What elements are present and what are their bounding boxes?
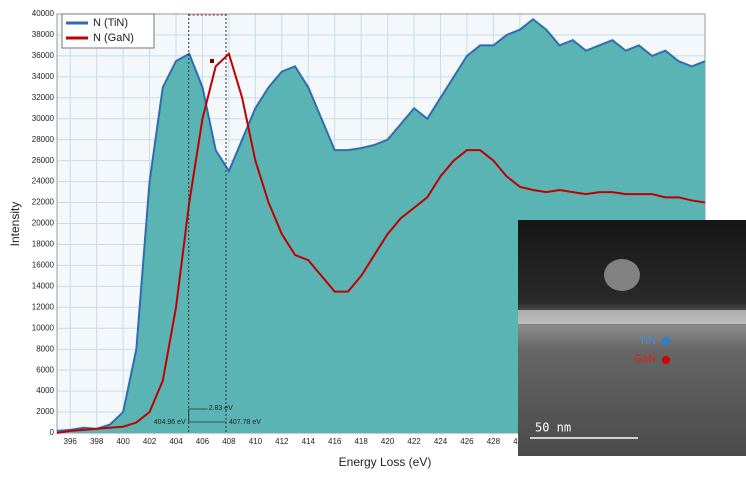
y-tick-label: 32000 (32, 93, 55, 102)
marker-label: 404.96 eV (154, 419, 186, 426)
inset-label: TiN (639, 335, 656, 347)
x-tick-label: 424 (434, 437, 448, 446)
y-tick-label: 10000 (32, 323, 55, 332)
inset-layer (518, 310, 746, 324)
y-tick-label: 0 (50, 428, 55, 437)
y-tick-label: 2000 (36, 407, 54, 416)
x-tick-label: 428 (487, 437, 501, 446)
y-tick-label: 38000 (32, 30, 55, 39)
y-tick-label: 4000 (36, 386, 54, 395)
y-tick-label: 22000 (32, 198, 55, 207)
marker-handle (210, 59, 214, 63)
y-tick-label: 24000 (32, 177, 55, 186)
x-tick-label: 418 (354, 437, 368, 446)
y-tick-label: 36000 (32, 51, 55, 60)
x-tick-label: 412 (275, 437, 289, 446)
x-tick-label: 426 (460, 437, 474, 446)
inset-particle (604, 259, 640, 291)
inset-image: TiN GaN 50 nm (518, 220, 746, 456)
y-tick-label: 8000 (36, 344, 54, 353)
inset-background (518, 220, 746, 456)
x-tick-label: 396 (64, 437, 78, 446)
x-tick-label: 404 (169, 437, 183, 446)
marker-label: 407.78 eV (229, 419, 261, 426)
legend-label: N (TiN) (93, 17, 128, 29)
x-axis-label: Energy Loss (eV) (339, 455, 432, 469)
y-tick-label: 14000 (32, 281, 55, 290)
y-tick-label: 34000 (32, 72, 55, 81)
x-tick-label: 416 (328, 437, 342, 446)
line (56, 17, 706, 432)
inset-label: GaN (633, 353, 656, 365)
y-tick-label: 26000 (32, 156, 55, 165)
y-axis-label: Intensity (8, 202, 22, 247)
scale-bar-label: 50 nm (535, 421, 571, 435)
y-tick-label: 20000 (32, 219, 55, 228)
y-tick-label: 16000 (32, 261, 55, 270)
x-tick-label: 406 (196, 437, 210, 446)
x-tick-label: 410 (249, 437, 263, 446)
x-tick-label: 414 (302, 437, 316, 446)
y-tick-label: 18000 (32, 240, 55, 249)
inset-dot (662, 356, 670, 364)
y-tick-label: 12000 (32, 302, 55, 311)
y-tick-label: 6000 (36, 365, 54, 374)
legend-box (61, 13, 155, 49)
legend-label: N (GaN) (93, 32, 134, 44)
y-tick-label: 40000 (32, 9, 55, 18)
y-tick-label: 28000 (32, 135, 55, 144)
delta-label: 2.83 eV (209, 405, 233, 412)
x-tick-label: 402 (143, 437, 157, 446)
inset-dot (662, 337, 670, 345)
delta-bracket (188, 408, 227, 423)
x-tick-label: 408 (222, 437, 236, 446)
line (56, 51, 706, 434)
x-tick-label: 420 (381, 437, 395, 446)
x-tick-label: 422 (407, 437, 421, 446)
y-tick-label: 30000 (32, 114, 55, 123)
x-tick-label: 400 (116, 437, 130, 446)
x-tick-label: 398 (90, 437, 104, 446)
